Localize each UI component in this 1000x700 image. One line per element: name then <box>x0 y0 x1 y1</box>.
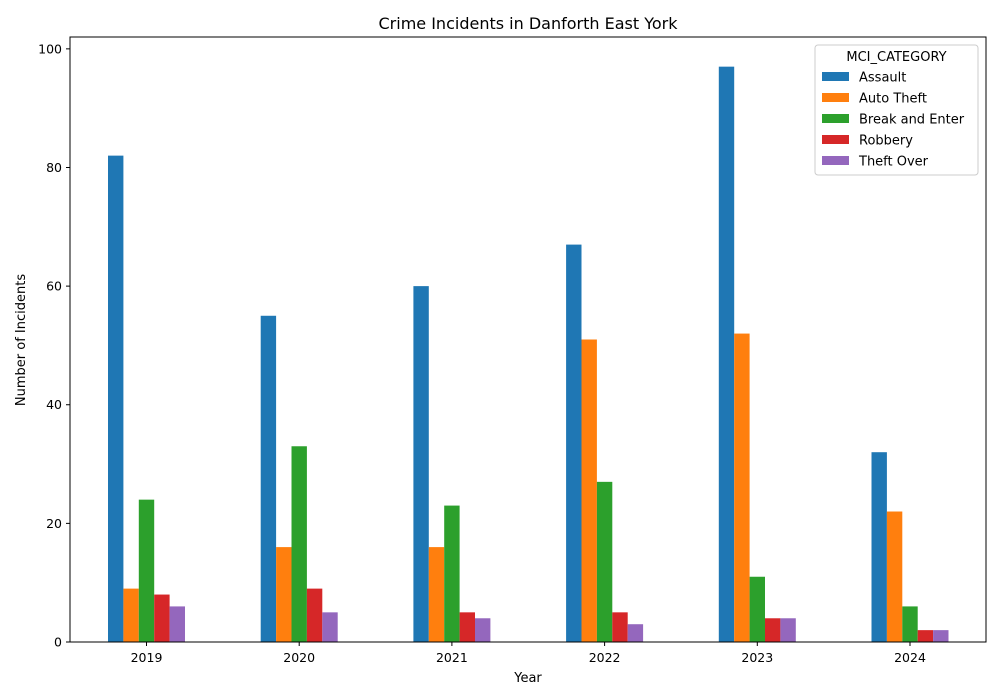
x-tick-label: 2021 <box>436 650 468 665</box>
legend-swatch <box>822 156 849 165</box>
legend-label: Break and Enter <box>859 113 965 128</box>
bar-theft-over-2021 <box>475 618 491 642</box>
legend: MCI_CATEGORY Assault Auto Theft Break and E… <box>814 44 979 176</box>
bars-layer <box>108 66 949 642</box>
bar-auto-theft-2019 <box>123 588 139 642</box>
y-axis-label: Number of Incidents <box>14 274 29 406</box>
bar-robbery-2023 <box>765 618 781 642</box>
legend-title: MCI_CATEGORY <box>846 50 946 65</box>
y-tick-label: 20 <box>46 516 62 531</box>
bar-theft-over-2019 <box>169 606 185 642</box>
legend-label: Auto Theft <box>859 92 927 107</box>
bar-break-and-enter-2020 <box>291 446 307 642</box>
bar-assault-2020 <box>260 315 277 642</box>
legend-label: Robbery <box>859 134 913 149</box>
y-tick-label: 0 <box>54 635 62 650</box>
legend-label: Assault <box>859 71 906 86</box>
bar-break-and-enter-2019 <box>138 499 155 642</box>
plot-frame <box>69 36 987 643</box>
bar-robbery-2021 <box>459 612 475 642</box>
x-tick-label: 2019 <box>131 650 163 665</box>
bar-assault-2019 <box>108 155 124 642</box>
legend-box <box>814 44 979 176</box>
x-tick-label: 2023 <box>741 650 773 665</box>
legend-swatch <box>822 93 849 102</box>
bar-break-and-enter-2021 <box>444 505 460 642</box>
y-tick-label: 40 <box>46 397 62 412</box>
legend-swatch <box>822 72 849 81</box>
y-tick-label: 80 <box>46 160 62 175</box>
bar-theft-over-2023 <box>780 618 796 642</box>
bar-assault-2022 <box>566 244 582 642</box>
bar-theft-over-2020 <box>322 612 338 642</box>
bar-auto-theft-2020 <box>276 547 292 642</box>
bar-theft-over-2024 <box>933 630 949 642</box>
bar-theft-over-2022 <box>627 624 644 642</box>
legend-swatch <box>822 114 849 123</box>
legend-swatch <box>822 135 849 144</box>
x-axis-label: Year <box>513 671 542 686</box>
bar-robbery-2024 <box>917 630 934 642</box>
bar-assault-2021 <box>413 286 429 642</box>
axes-layer: 2019 2020 2021 2022 2023 2024 0 20 40 60 80 100 <box>38 36 987 665</box>
bar-auto-theft-2024 <box>886 511 903 642</box>
bar-robbery-2020 <box>306 588 323 642</box>
bar-robbery-2022 <box>612 612 628 642</box>
bar-auto-theft-2023 <box>734 333 750 642</box>
bar-auto-theft-2021 <box>428 547 445 642</box>
bar-break-and-enter-2022 <box>596 481 613 642</box>
y-tick-label: 60 <box>46 279 62 294</box>
bar-assault-2023 <box>718 66 735 642</box>
bar-break-and-enter-2024 <box>902 606 918 642</box>
bar-auto-theft-2022 <box>581 339 597 642</box>
bar-break-and-enter-2023 <box>749 576 765 642</box>
bar-robbery-2019 <box>154 594 170 642</box>
legend-label: Theft Over <box>858 155 929 170</box>
x-tick-label: 2020 <box>283 650 315 665</box>
bar-assault-2024 <box>871 452 887 642</box>
y-tick-label: 100 <box>38 41 62 56</box>
chart-title: Crime Incidents in Danforth East York <box>379 14 679 33</box>
x-tick-label: 2024 <box>894 650 926 665</box>
x-tick-label: 2022 <box>589 650 621 665</box>
